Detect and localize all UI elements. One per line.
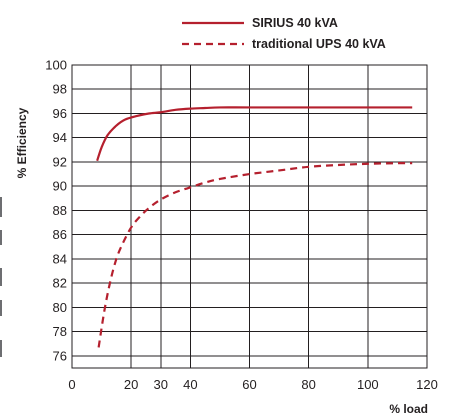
x-tick-label: 20 <box>124 377 138 392</box>
y-tick-label: 100 <box>45 58 67 73</box>
y-tick-label: 80 <box>53 300 67 315</box>
grid <box>72 65 427 368</box>
x-axis-label: % load <box>389 402 428 416</box>
y-tick-label: 98 <box>53 82 67 97</box>
y-tick-label: 90 <box>53 179 67 194</box>
y-tick-label: 86 <box>53 227 67 242</box>
edge-mark <box>0 268 2 286</box>
x-tick-label: 80 <box>301 377 315 392</box>
edge-mark <box>0 197 2 217</box>
legend: SIRIUS 40 kVA traditional UPS 40 kVA <box>182 16 386 51</box>
x-tick-label: 100 <box>357 377 379 392</box>
x-tick-labels: 0 20 30 40 60 80 100 120 <box>68 377 437 392</box>
y-tick-labels: 76 78 80 82 84 86 88 90 92 94 96 98 100 <box>45 58 67 364</box>
x-tick-label: 40 <box>183 377 197 392</box>
legend-label-sirius: SIRIUS 40 kVA <box>252 16 338 30</box>
legend-label-traditional-ups: traditional UPS 40 kVA <box>252 37 386 51</box>
y-axis-label: % Efficiency <box>15 107 29 178</box>
series-layer <box>96 106 413 348</box>
y-tick-label: 88 <box>53 203 67 218</box>
y-tick-label: 96 <box>53 106 67 121</box>
x-tick-label: 0 <box>68 377 75 392</box>
left-edge-marks <box>0 197 2 357</box>
x-tick-label: 120 <box>416 377 438 392</box>
y-tick-label: 94 <box>53 130 67 145</box>
y-tick-label: 76 <box>53 348 67 363</box>
plot-frame <box>71 64 428 369</box>
x-tick-label: 60 <box>242 377 256 392</box>
x-tick-label: 30 <box>154 377 168 392</box>
series-line-traditional-ups <box>97 162 413 348</box>
y-tick-label: 92 <box>53 154 67 169</box>
y-tick-label: 82 <box>53 276 67 291</box>
edge-mark <box>0 230 2 245</box>
series-line-sirius <box>96 106 413 162</box>
edge-mark <box>0 300 2 316</box>
y-tick-label: 84 <box>53 251 67 266</box>
y-tick-label: 78 <box>53 324 67 339</box>
edge-mark <box>0 340 2 357</box>
